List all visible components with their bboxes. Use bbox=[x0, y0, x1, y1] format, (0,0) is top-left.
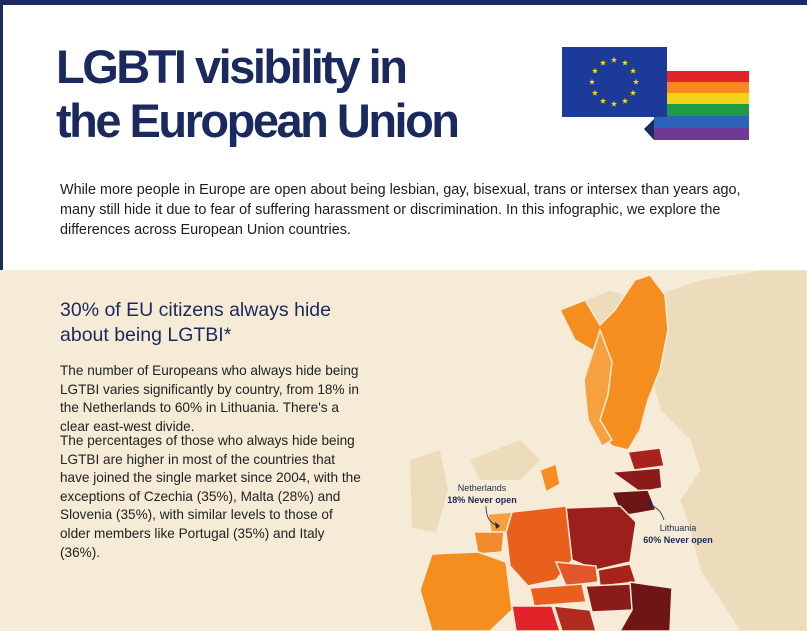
section-paragraph-1: The number of Europeans who always hide … bbox=[60, 363, 359, 434]
top-rule bbox=[0, 0, 807, 5]
lithuania-callout: Lithuania 60% Never open bbox=[640, 522, 716, 546]
lithuania-value: 60% Never open bbox=[643, 535, 713, 545]
eu-star-icon bbox=[621, 59, 629, 66]
eu-star-icon bbox=[591, 89, 598, 96]
eu-star-icon bbox=[599, 59, 607, 66]
eu-star-icon bbox=[610, 56, 618, 63]
netherlands-name: Netherlands bbox=[457, 483, 507, 493]
eu-star-icon bbox=[630, 67, 637, 74]
section-title: 30% of EU citizens always hide about bei… bbox=[60, 299, 331, 346]
lithuania-name: Lithuania bbox=[659, 523, 697, 533]
europe-map bbox=[410, 270, 807, 631]
eu-flag-icon bbox=[562, 47, 667, 117]
map-poland bbox=[565, 505, 637, 571]
flags-graphic bbox=[562, 47, 749, 140]
map-estonia-latvia bbox=[626, 447, 665, 471]
page-title: LGBTI visibility in the European Union bbox=[56, 40, 460, 148]
eu-star-icon bbox=[599, 97, 607, 104]
map-scandinavia bbox=[558, 274, 669, 451]
section-paragraph-2: The percentages of those who always hide… bbox=[60, 433, 361, 560]
title-line-2: the European Union bbox=[56, 94, 460, 147]
eu-star-icon bbox=[591, 67, 598, 74]
left-rule bbox=[0, 0, 3, 272]
rainbow-flag-icon bbox=[644, 71, 749, 140]
eu-star-icon bbox=[632, 78, 640, 85]
eu-star-icon bbox=[630, 89, 637, 96]
intro-paragraph: While more people in Europe are open abo… bbox=[60, 182, 741, 238]
eu-star-icon bbox=[621, 97, 629, 104]
map-section: 30% of EU citizens always hide about bei… bbox=[0, 270, 807, 631]
title-line-1: LGBTI visibility in bbox=[56, 40, 408, 93]
eu-star-icon bbox=[610, 100, 618, 107]
netherlands-callout: Netherlands 18% Never open bbox=[444, 482, 520, 506]
eu-star-icon bbox=[588, 78, 596, 85]
netherlands-value: 18% Never open bbox=[447, 495, 517, 505]
